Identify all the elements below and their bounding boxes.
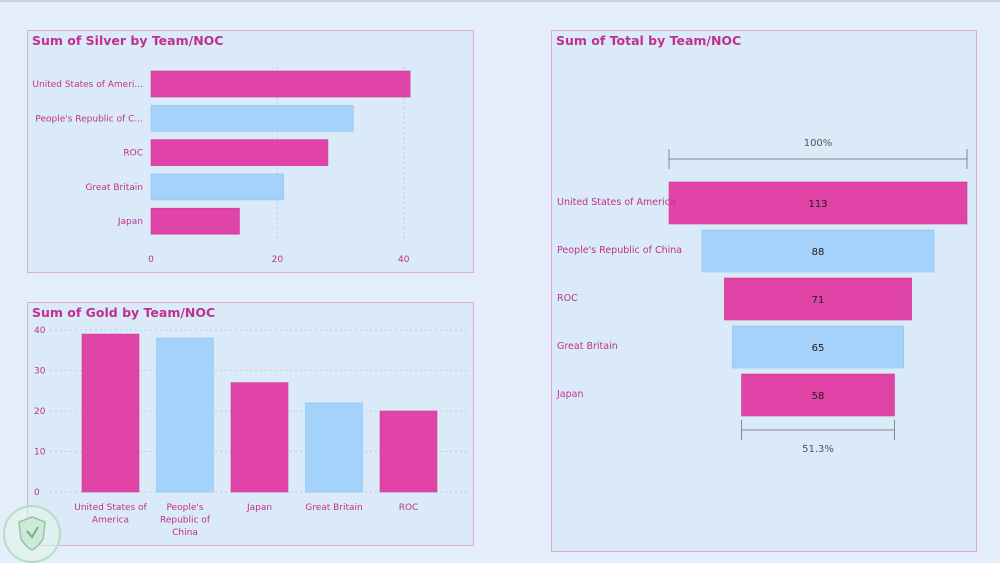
funnel-top-percent: 100% <box>804 138 833 149</box>
shield-icon <box>18 516 46 551</box>
watermark-logo <box>3 505 61 563</box>
gold-chart-panel[interactable]: Sum of Gold by Team/NOC 0 10 20 30 40 United … <box>27 302 474 546</box>
gold-category-label: China <box>172 528 198 538</box>
gold-category-label: ROC <box>399 503 419 513</box>
gold-y-tick-label: 20 <box>34 407 46 417</box>
gold-chart: 0 10 20 30 40 United States of America People's… <box>34 326 470 538</box>
gold-bar <box>81 333 140 493</box>
funnel-category-label: Japan <box>556 389 584 400</box>
silver-category-label: ROC <box>123 149 143 159</box>
funnel-bar <box>724 277 912 321</box>
funnel-category-label: ROC <box>557 293 578 304</box>
funnel-bar <box>731 325 905 369</box>
gold-bar <box>379 410 438 493</box>
silver-bar <box>150 173 285 201</box>
funnel-value-label: 71 <box>812 295 825 306</box>
funnel-bottom-percent: 51.3% <box>802 444 834 455</box>
gold-y-tick-label: 10 <box>34 448 46 458</box>
gold-category-label: Great Britain <box>305 503 363 513</box>
silver-category-label: United States of Ameri... <box>32 80 143 90</box>
gold-bar <box>305 402 363 493</box>
total-funnel-panel[interactable]: Sum of Total by Team/NOC 100% 113 United S… <box>551 30 977 552</box>
funnel-value-label: 113 <box>808 199 827 210</box>
silver-chart: 0 20 40 United States of Ameri... People's R… <box>32 67 411 265</box>
silver-category-label: People's Republic of C... <box>35 114 143 124</box>
gold-y-tick-label: 40 <box>34 326 46 336</box>
funnel-bar <box>701 229 935 273</box>
gold-category-label: United States of <box>74 503 147 513</box>
silver-chart-title: Sum of Silver by Team/NOC <box>32 33 224 48</box>
funnel-category-label: Great Britain <box>557 341 618 352</box>
silver-x-tick-label: 40 <box>398 255 410 265</box>
funnel-value-label: 65 <box>812 343 825 354</box>
total-funnel-chart: 100% 113 United States of America 88 People'… <box>556 138 968 455</box>
silver-category-label: Great Britain <box>85 183 143 193</box>
silver-chart-panel[interactable]: Sum of Silver by Team/NOC 0 20 40 United St… <box>27 30 474 273</box>
silver-bar <box>150 207 240 235</box>
gold-bar <box>230 382 289 493</box>
silver-x-tick-label: 20 <box>272 255 284 265</box>
funnel-category-label: People's Republic of China <box>557 245 682 256</box>
gold-bar <box>156 337 214 493</box>
gold-chart-title: Sum of Gold by Team/NOC <box>32 305 216 320</box>
funnel-value-label: 88 <box>812 247 825 258</box>
gold-category-label: People's <box>166 503 203 513</box>
gold-category-label: America <box>92 516 129 526</box>
top-divider <box>0 0 1000 2</box>
gold-category-label: Republic of <box>160 516 211 526</box>
silver-bar <box>150 139 329 166</box>
silver-x-tick-label: 0 <box>148 255 154 265</box>
funnel-value-label: 58 <box>812 391 825 402</box>
funnel-bar <box>741 373 895 417</box>
funnel-category-label: United States of America <box>557 197 676 208</box>
funnel-bar <box>668 181 968 225</box>
silver-category-label: Japan <box>117 217 143 227</box>
silver-bar <box>150 70 411 98</box>
total-funnel-title: Sum of Total by Team/NOC <box>556 33 742 48</box>
gold-y-tick-label: 0 <box>34 488 40 498</box>
gold-category-label: Japan <box>246 503 272 513</box>
silver-bar <box>150 105 354 132</box>
gold-y-tick-label: 30 <box>34 367 46 377</box>
